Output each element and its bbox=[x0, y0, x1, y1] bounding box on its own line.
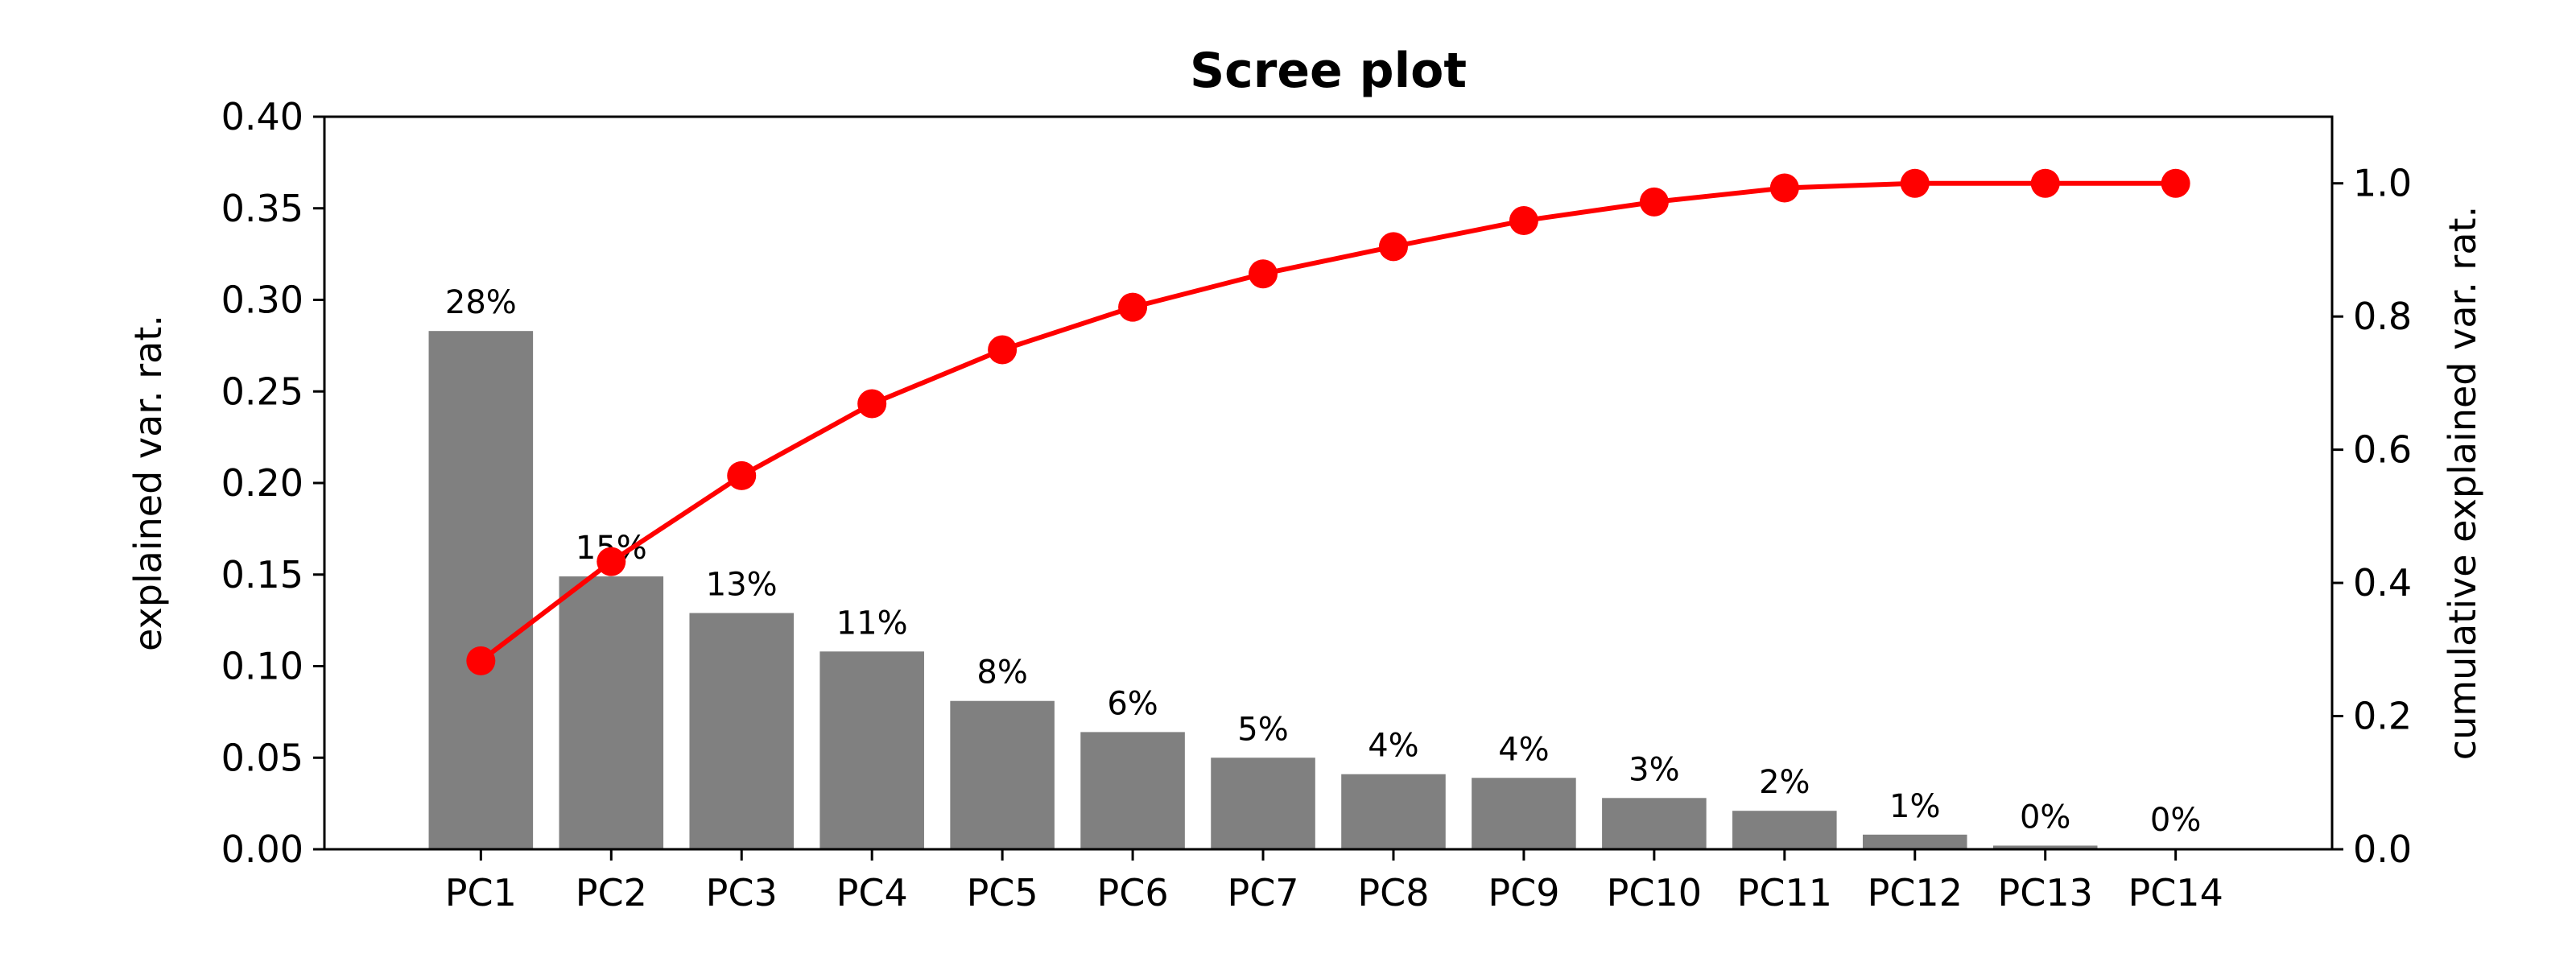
cumulative-line bbox=[479, 180, 2176, 663]
bar-pc7 bbox=[1211, 758, 1315, 849]
data-label-pc4: 11% bbox=[836, 605, 908, 642]
y-axis-label: explained var. rat. bbox=[126, 315, 170, 651]
cumulative-point-pc8 bbox=[1378, 232, 1408, 262]
x-tick-label-pc12: PC12 bbox=[1868, 871, 1963, 914]
y-tick-label: 0.10 bbox=[221, 645, 303, 688]
bar-pc6 bbox=[1080, 732, 1185, 849]
bar-pc1 bbox=[428, 331, 534, 849]
data-label-pc12: 1% bbox=[1889, 788, 1940, 825]
x-tick-label-pc2: PC2 bbox=[576, 871, 647, 914]
cumulative-point-pc7 bbox=[1249, 259, 1278, 289]
x-tick-label-pc14: PC14 bbox=[2128, 871, 2223, 914]
cumulative-point-pc4 bbox=[857, 389, 887, 419]
y-tick-label: 0.35 bbox=[221, 187, 303, 230]
data-label-pc8: 4% bbox=[1368, 728, 1418, 765]
cumulative-point-pc14 bbox=[2161, 168, 2190, 198]
y2-tick-label: 1.0 bbox=[2353, 162, 2412, 205]
cumulative-point-pc5 bbox=[988, 335, 1018, 365]
bar-pc5 bbox=[950, 700, 1055, 849]
cumulative-point-pc6 bbox=[1118, 292, 1148, 322]
y2-tick-label: 0.6 bbox=[2353, 428, 2412, 472]
data-label-pc6: 6% bbox=[1107, 685, 1158, 722]
bar-pc12 bbox=[1862, 834, 1967, 849]
left-y-axis: 0.00 0.05 0.10 0.15 0.20 0.25 0.30 0.35 0.40 bbox=[221, 95, 324, 871]
cumulative-line-layer bbox=[466, 168, 2190, 675]
bar-pc13 bbox=[1992, 845, 2098, 849]
cumulative-point-pc9 bbox=[1509, 206, 1538, 236]
data-label-pc14: 0% bbox=[2150, 802, 2201, 839]
chart-title: Scree plot bbox=[1190, 43, 1467, 99]
bars-layer bbox=[428, 331, 2228, 849]
x-tick-label-pc10: PC10 bbox=[1607, 871, 1702, 914]
x-tick-label-pc6: PC6 bbox=[1097, 871, 1169, 914]
cumulative-point-pc10 bbox=[1639, 187, 1669, 217]
y-tick-label: 0.00 bbox=[221, 828, 303, 871]
bar-pc2 bbox=[559, 576, 664, 849]
x-tick-label-pc7: PC7 bbox=[1227, 871, 1298, 914]
x-axis: PC1 PC2 PC3 PC4 PC5 PC6 PC7 PC8 PC9 PC10 PC11 PC12 P… bbox=[445, 849, 2223, 914]
x-tick-label-pc3: PC3 bbox=[706, 871, 778, 914]
cumulative-point-pc13 bbox=[2030, 168, 2060, 198]
data-label-pc5: 8% bbox=[976, 654, 1027, 691]
cumulative-point-pc12 bbox=[1900, 168, 1930, 198]
x-tick-label-pc4: PC4 bbox=[836, 871, 908, 914]
y-tick-label: 0.30 bbox=[221, 279, 303, 322]
x-tick-label-pc5: PC5 bbox=[967, 871, 1038, 914]
cumulative-point-pc2 bbox=[597, 547, 626, 576]
x-tick-label-pc9: PC9 bbox=[1488, 871, 1559, 914]
cumulative-point-pc1 bbox=[466, 646, 496, 675]
y-tick-label: 0.20 bbox=[221, 461, 303, 505]
y2-tick-label: 0.4 bbox=[2353, 561, 2412, 605]
y2-tick-label: 0.8 bbox=[2353, 295, 2412, 338]
y-tick-label: 0.25 bbox=[221, 369, 303, 413]
data-label-pc7: 5% bbox=[1237, 711, 1288, 748]
data-label-pc3: 13% bbox=[706, 567, 778, 604]
right-y-axis: 0.0 0.2 0.4 0.6 0.8 1.0 bbox=[2332, 162, 2412, 871]
x-tick-label-pc13: PC13 bbox=[1998, 871, 2093, 914]
bar-pc8 bbox=[1341, 774, 1446, 849]
data-label-pc13: 0% bbox=[2020, 799, 2070, 836]
bar-pc9 bbox=[1472, 778, 1576, 849]
x-tick-label-pc1: PC1 bbox=[445, 871, 517, 914]
y-tick-label: 0.40 bbox=[221, 95, 303, 138]
bar-pc11 bbox=[1732, 811, 1837, 849]
x-tick-label-pc8: PC8 bbox=[1357, 871, 1429, 914]
bar-pc4 bbox=[819, 651, 924, 849]
y2-axis-label: cumulative explained var. rat. bbox=[2441, 206, 2484, 760]
x-tick-label-pc11: PC11 bbox=[1737, 871, 1832, 914]
y2-tick-label: 0.0 bbox=[2353, 828, 2412, 871]
y-tick-label: 0.15 bbox=[221, 553, 303, 597]
data-label-pc9: 4% bbox=[1498, 731, 1549, 768]
data-label-pc1: 28% bbox=[445, 284, 517, 321]
y2-tick-label: 0.2 bbox=[2353, 695, 2412, 738]
y-tick-label: 0.05 bbox=[221, 736, 303, 779]
cumulative-point-pc3 bbox=[727, 460, 757, 490]
cumulative-point-pc11 bbox=[1769, 173, 1799, 203]
data-label-pc10: 3% bbox=[1629, 751, 1679, 788]
bar-pc10 bbox=[1602, 798, 1707, 849]
bar-pc3 bbox=[689, 613, 795, 849]
data-label-pc11: 2% bbox=[1759, 764, 1810, 801]
